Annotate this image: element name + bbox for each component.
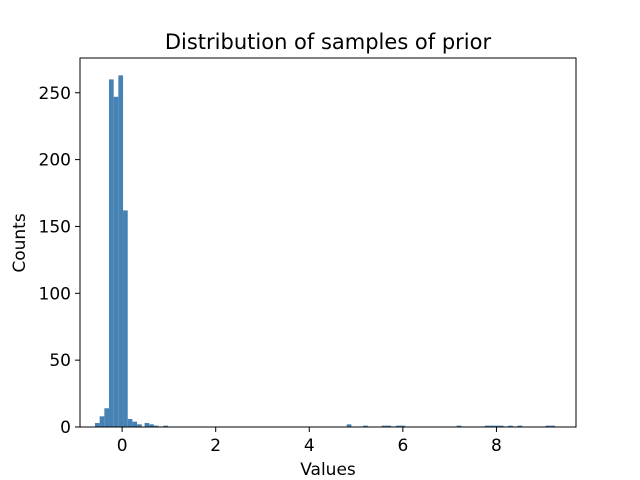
x-axis-label: Values [300,460,356,480]
histogram-bar [104,408,110,427]
histogram-bar [517,425,523,427]
x-tick-label: 8 [491,436,502,456]
histogram-bar [508,425,513,427]
x-tick-label: 6 [397,436,408,456]
histogram-bar [456,425,462,427]
y-tick-label: 250 [39,84,71,104]
y-tick-label: 100 [39,284,71,304]
histogram-bar [144,422,150,427]
histogram-bar [386,425,392,427]
histogram-bar [163,425,168,427]
histogram-bar [118,75,124,427]
histogram-bar [94,422,100,427]
histogram-bar [137,424,142,427]
histogram-bar [99,416,105,427]
histogram-bar [395,425,401,427]
histogram-bar [113,96,119,428]
histogram-bar [123,210,128,427]
histogram-bar [484,425,490,427]
bars-group [94,75,555,428]
x-tick-label: 4 [304,436,315,456]
histogram-bar [153,425,159,427]
histogram-bar [381,425,387,427]
histogram-bar [346,424,352,427]
x-axis-ticks: 0 2 4 6 8 [117,427,502,456]
x-tick-label: 0 [117,436,128,456]
plot-area-frame [79,57,577,428]
histogram-bar [550,425,555,427]
y-tick-label: 150 [39,217,71,237]
histogram-bar [498,425,504,427]
x-tick-label: 2 [210,436,221,456]
histogram-bar [149,424,154,427]
y-tick-label: 0 [60,418,71,438]
histogram-bar [132,421,138,427]
histogram-bar [545,425,551,427]
y-tick-label: 200 [39,151,71,171]
chart-title: Distribution of samples of prior [165,30,492,54]
histogram-bar [494,425,499,427]
y-axis-ticks: 0 50 100 150 200 250 [39,84,80,438]
histogram-bar [400,425,406,427]
y-tick-label: 50 [49,351,71,371]
histogram-bar [489,425,495,427]
histogram-bar [127,418,133,427]
histogram-bar [363,425,368,427]
y-axis-label: Counts [10,213,30,272]
histogram-bar [109,79,114,428]
